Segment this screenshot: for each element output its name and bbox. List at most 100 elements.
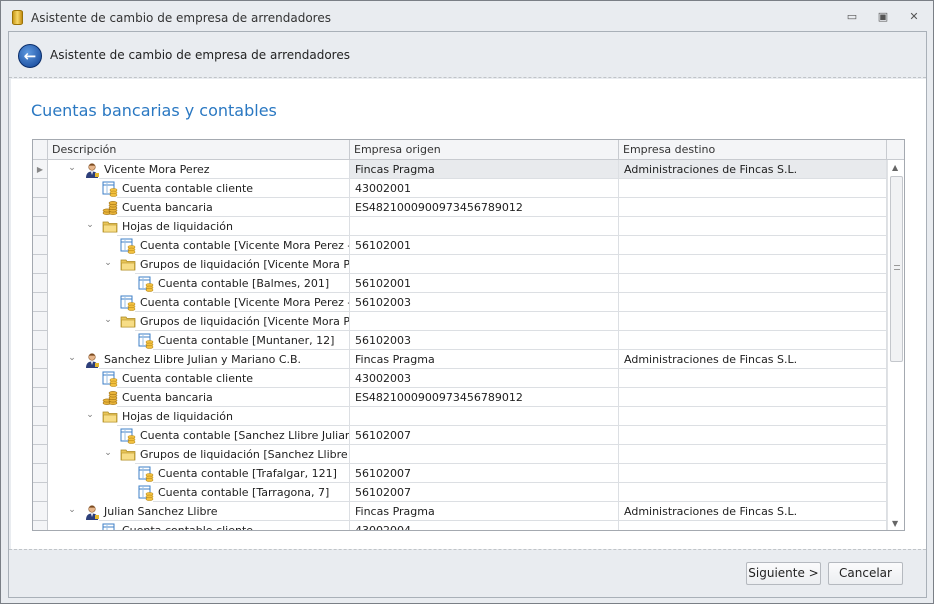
vertical-scrollbar[interactable]: ▲ ▼: [887, 160, 904, 530]
tree-row[interactable]: ⌄ Grupos de liquidación [Vicente Mora Per…: [33, 255, 888, 274]
cell-empresa-destino[interactable]: [619, 426, 887, 445]
row-indicator[interactable]: [33, 255, 48, 274]
row-indicator[interactable]: [33, 388, 48, 407]
cell-empresa-origen[interactable]: [350, 312, 619, 331]
chevron-down-icon[interactable]: ⌄: [104, 315, 112, 325]
tree-row[interactable]: Cuenta contable [Muntaner, 12] 56102003: [33, 331, 888, 350]
row-indicator[interactable]: [33, 426, 48, 445]
row-indicator[interactable]: [33, 179, 48, 198]
chevron-down-icon[interactable]: ⌄: [104, 258, 112, 268]
cell-empresa-origen[interactable]: [350, 407, 619, 426]
tree-row[interactable]: ⌄ Grupos de liquidación [Vicente Mora Per…: [33, 312, 888, 331]
cell-empresa-destino[interactable]: [619, 445, 887, 464]
row-indicator[interactable]: [33, 407, 48, 426]
cell-empresa-destino[interactable]: [619, 407, 887, 426]
back-arrow-icon[interactable]: ←: [18, 44, 42, 68]
cell-descripcion[interactable]: Cuenta bancaria: [117, 198, 350, 217]
cell-descripcion[interactable]: Cuenta contable [Vicente Mora Perez - Mu…: [135, 293, 350, 312]
cell-descripcion[interactable]: Cuenta contable [Tarragona, 7]: [153, 483, 350, 502]
next-button[interactable]: Siguiente >: [746, 562, 821, 585]
cell-descripcion[interactable]: Cuenta contable cliente: [117, 521, 350, 530]
row-indicator[interactable]: [33, 521, 48, 530]
cell-empresa-destino[interactable]: [619, 255, 887, 274]
cell-empresa-origen[interactable]: 56102007: [350, 464, 619, 483]
cell-empresa-origen[interactable]: [350, 217, 619, 236]
tree-row[interactable]: Cuenta contable [Sanchez Llibre Julian y…: [33, 426, 888, 445]
cell-empresa-origen[interactable]: [350, 445, 619, 464]
cell-descripcion[interactable]: Vicente Mora Perez: [99, 160, 350, 179]
cell-empresa-origen[interactable]: ES4821000900973456789012: [350, 388, 619, 407]
tree-row[interactable]: Cuenta contable cliente 43002001: [33, 179, 888, 198]
cell-descripcion[interactable]: Hojas de liquidación: [117, 217, 350, 236]
column-header-empresa-destino[interactable]: Empresa destino: [619, 140, 887, 160]
cell-empresa-origen[interactable]: 56102003: [350, 293, 619, 312]
cell-descripcion[interactable]: Sanchez Llibre Julian y Mariano C.B.: [99, 350, 350, 369]
cell-empresa-origen[interactable]: Fincas Pragma: [350, 160, 619, 179]
row-indicator[interactable]: [33, 502, 48, 521]
cell-empresa-origen[interactable]: [350, 255, 619, 274]
cell-descripcion[interactable]: Cuenta contable [Trafalgar, 121]: [153, 464, 350, 483]
chevron-down-icon[interactable]: ⌄: [68, 163, 76, 173]
cell-empresa-origen[interactable]: 43002003: [350, 369, 619, 388]
scroll-up-icon[interactable]: ▲: [892, 163, 899, 172]
cell-empresa-destino[interactable]: [619, 464, 887, 483]
cell-descripcion[interactable]: Cuenta contable [Sanchez Llibre Julian y…: [135, 426, 350, 445]
row-indicator[interactable]: [33, 217, 48, 236]
cancel-button[interactable]: Cancelar: [828, 562, 903, 585]
tree-row[interactable]: Cuenta contable [Balmes, 201] 56102001: [33, 274, 888, 293]
chevron-down-icon[interactable]: ⌄: [86, 220, 94, 230]
cell-empresa-destino[interactable]: [619, 312, 887, 331]
cell-empresa-destino[interactable]: [619, 179, 887, 198]
cell-empresa-origen[interactable]: ES4821000900973456789012: [350, 198, 619, 217]
row-indicator[interactable]: [33, 483, 48, 502]
tree-row[interactable]: Cuenta bancaria ES4821000900973456789012: [33, 198, 888, 217]
row-indicator[interactable]: [33, 445, 48, 464]
cell-empresa-destino[interactable]: [619, 369, 887, 388]
cell-descripcion[interactable]: Grupos de liquidación [Vicente Mora Pere…: [135, 312, 350, 331]
cell-descripcion[interactable]: Hojas de liquidación: [117, 407, 350, 426]
chevron-down-icon[interactable]: ⌄: [68, 353, 76, 363]
row-indicator[interactable]: [33, 198, 48, 217]
cell-descripcion[interactable]: Grupos de liquidación [Sanchez Llibre Ju…: [135, 445, 350, 464]
row-indicator[interactable]: [33, 369, 48, 388]
cell-descripcion[interactable]: Cuenta bancaria: [117, 388, 350, 407]
cell-empresa-destino[interactable]: [619, 331, 887, 350]
tree-row[interactable]: Cuenta contable cliente 43002003: [33, 369, 888, 388]
cell-empresa-destino[interactable]: [619, 274, 887, 293]
cell-empresa-destino[interactable]: Administraciones de Fincas S.L.: [619, 160, 887, 179]
cell-empresa-destino[interactable]: Administraciones de Fincas S.L.: [619, 502, 887, 521]
tree-row[interactable]: Cuenta contable [Trafalgar, 121] 56102007: [33, 464, 888, 483]
column-header-descripcion[interactable]: Descripción: [48, 140, 350, 160]
row-indicator[interactable]: [33, 331, 48, 350]
cell-descripcion[interactable]: Cuenta contable cliente: [117, 179, 350, 198]
cell-empresa-destino[interactable]: [619, 217, 887, 236]
column-header-empresa-origen[interactable]: Empresa origen: [350, 140, 619, 160]
cell-empresa-origen[interactable]: 56102001: [350, 236, 619, 255]
cell-empresa-destino[interactable]: Administraciones de Fincas S.L.: [619, 350, 887, 369]
cell-empresa-destino[interactable]: [619, 521, 887, 530]
cell-empresa-destino[interactable]: [619, 293, 887, 312]
tree-row[interactable]: ⌄ Sanchez Llibre Julian y Mariano C.B. Fin…: [33, 350, 888, 369]
cell-descripcion[interactable]: Julian Sanchez Llibre: [99, 502, 350, 521]
tree-row[interactable]: ⌄ Grupos de liquidación [Sanchez Llibre J…: [33, 445, 888, 464]
cell-empresa-destino[interactable]: [619, 388, 887, 407]
restore-button[interactable]: ▣: [877, 10, 889, 23]
cell-empresa-destino[interactable]: [619, 483, 887, 502]
tree-row[interactable]: ⌄ Hojas de liquidación: [33, 217, 888, 236]
tree-row[interactable]: Cuenta contable [Vicente Mora Perez - Mu…: [33, 293, 888, 312]
cell-empresa-origen[interactable]: 56102007: [350, 483, 619, 502]
scrollbar-thumb[interactable]: [890, 176, 903, 362]
scroll-down-icon[interactable]: ▼: [892, 519, 899, 528]
cell-empresa-origen[interactable]: 56102001: [350, 274, 619, 293]
cell-descripcion[interactable]: Cuenta contable [Balmes, 201]: [153, 274, 350, 293]
tree-row[interactable]: Cuenta contable [Tarragona, 7] 56102007: [33, 483, 888, 502]
row-indicator[interactable]: [33, 464, 48, 483]
cell-descripcion[interactable]: Cuenta contable [Muntaner, 12]: [153, 331, 350, 350]
close-button[interactable]: ✕: [909, 10, 919, 23]
row-indicator[interactable]: [33, 293, 48, 312]
cell-empresa-origen[interactable]: 43002004: [350, 521, 619, 530]
cell-descripcion[interactable]: Grupos de liquidación [Vicente Mora Pere…: [135, 255, 350, 274]
cell-empresa-origen[interactable]: Fincas Pragma: [350, 502, 619, 521]
row-indicator[interactable]: [33, 350, 48, 369]
cell-empresa-origen[interactable]: Fincas Pragma: [350, 350, 619, 369]
